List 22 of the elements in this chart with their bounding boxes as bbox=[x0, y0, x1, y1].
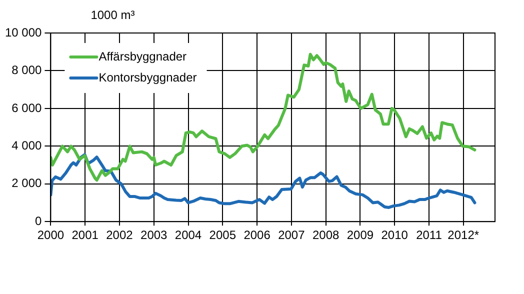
x-tick-label: 2008 bbox=[312, 228, 340, 242]
legend-label: Kontorsbyggnader bbox=[98, 70, 197, 84]
x-tick-label: 2007 bbox=[278, 228, 306, 242]
y-tick-label: 6 000 bbox=[12, 100, 42, 115]
y-tick-label: 4 000 bbox=[12, 138, 42, 152]
x-tick-label: 2006 bbox=[244, 228, 271, 242]
y-axis-title: 1000 m³ bbox=[90, 8, 135, 22]
x-tick-label: 2002 bbox=[106, 228, 134, 242]
x-tick-label: 2000 bbox=[37, 228, 64, 242]
y-tick-label: 0 bbox=[35, 214, 42, 228]
legend-label: Affärsbyggnader bbox=[98, 49, 187, 64]
x-tick-label: 2003 bbox=[140, 228, 168, 242]
x-tick-label: 2009 bbox=[346, 228, 374, 242]
x-tick-label: 2004 bbox=[174, 228, 202, 242]
x-tick-label: 2001 bbox=[72, 228, 99, 242]
y-tick-label: 10 000 bbox=[5, 25, 42, 40]
y-tick-label: 8 000 bbox=[12, 63, 42, 78]
y-tick-label: 2 000 bbox=[12, 176, 42, 190]
x-tick-label: 2005 bbox=[209, 228, 236, 242]
x-tick-label: 2010 bbox=[381, 228, 408, 242]
x-tick-label: 2012* bbox=[448, 228, 480, 242]
x-tick-label: 2011 bbox=[416, 228, 442, 242]
